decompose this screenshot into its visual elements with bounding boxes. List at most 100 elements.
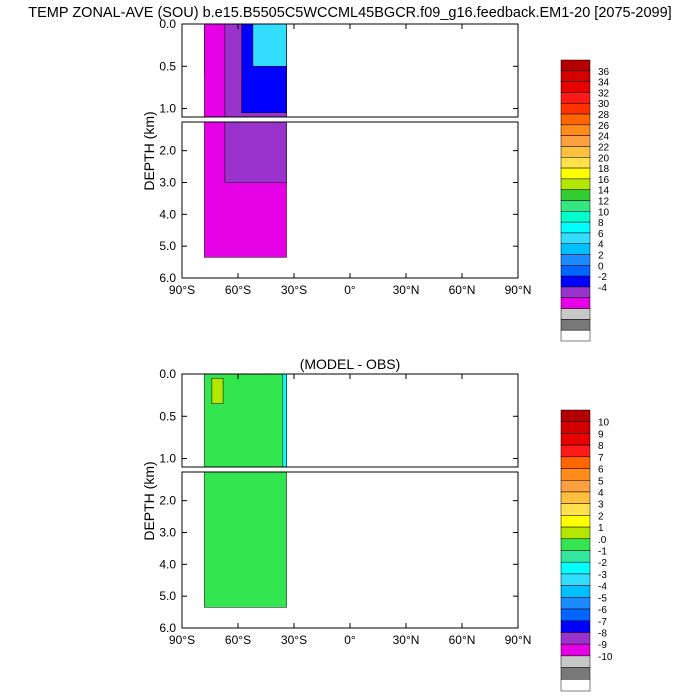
- colorbar-label: 18: [598, 164, 610, 175]
- colorbar-label: 5: [598, 476, 604, 487]
- colorbar-swatch: [560, 319, 591, 331]
- contour-region: [224, 122, 287, 183]
- colorbar-label: 4: [598, 240, 604, 251]
- colorbar-label: -3: [598, 570, 607, 581]
- colorbar-swatch: [560, 667, 591, 680]
- colorbar-swatch: [560, 92, 591, 104]
- x-tick-label: 0°: [344, 633, 356, 647]
- colorbar-swatch: [560, 433, 591, 446]
- panel-temperature: 90°S 60°S 30°S 0° 30°N 60°N 90°N 0.0 0.5 1.0 2.0 3.…: [141, 17, 610, 342]
- colorbar-swatch: [560, 275, 591, 288]
- colorbar-label: .0: [598, 535, 607, 546]
- y-tick-label: 5.0: [159, 239, 176, 253]
- colorbar-label: 12: [598, 197, 610, 208]
- colorbar-label: 20: [598, 153, 610, 164]
- colorbar-swatch: [560, 102, 591, 115]
- colorbar-swatch: [560, 113, 591, 126]
- contour-region: [282, 374, 287, 467]
- x-tick-label: 30°S: [281, 633, 307, 647]
- colorbar-swatch: [560, 503, 591, 516]
- colorbar-swatch: [560, 211, 591, 223]
- contour-fill-upper: [204, 24, 287, 117]
- colorbar-swatch: [560, 124, 591, 136]
- colorbar-swatch: [560, 308, 591, 320]
- colorbar-swatch: [560, 491, 591, 504]
- colorbar-swatch: [560, 643, 591, 657]
- x-tick-label: 60°S: [225, 633, 251, 647]
- colorbar-swatch: [560, 329, 591, 342]
- x-tick-label: 30°S: [281, 283, 307, 297]
- colorbar-label: 10: [598, 207, 610, 218]
- colorbar-swatch: [560, 200, 591, 212]
- contour-fill-lower: [204, 122, 287, 258]
- colorbar-swatch: [560, 655, 591, 668]
- colorbar-label: 4: [598, 488, 604, 499]
- colorbar-label: 14: [598, 186, 610, 197]
- colorbar-label: 0: [598, 261, 604, 272]
- y-tick-label: 0.5: [159, 59, 176, 73]
- colorbar-swatch: [560, 573, 591, 586]
- colorbar-swatch: [560, 189, 591, 201]
- colorbar-swatch: [560, 297, 591, 309]
- colorbar-swatch: [560, 620, 591, 633]
- x-tick-label: 30°N: [393, 633, 420, 647]
- colorbar-swatch: [560, 146, 591, 158]
- colorbar-swatch: [560, 232, 591, 244]
- colorbar-label: 34: [598, 78, 610, 89]
- colorbar-label: 36: [598, 67, 610, 78]
- colorbar-label: -4: [598, 582, 607, 593]
- colorbar-swatch: [560, 254, 591, 266]
- colorbar-label: -4: [598, 283, 607, 294]
- colorbar-swatch: [560, 265, 591, 277]
- colorbar-swatch: [560, 81, 591, 93]
- panel-title: (MODEL - OBS): [300, 356, 401, 372]
- colorbar-label: 32: [598, 88, 610, 99]
- y-axis-label: DEPTH (km): [141, 111, 157, 190]
- colorbar-swatch: [560, 597, 591, 610]
- colorbar-swatch: [560, 632, 591, 645]
- y-tick-label: 6.0: [159, 621, 176, 635]
- colorbar-label: -6: [598, 605, 607, 616]
- colorbar-swatch: [560, 550, 591, 563]
- y-tick-label: 4.0: [159, 207, 176, 221]
- colorbar-label: -5: [598, 593, 607, 604]
- colorbar-swatch: [560, 59, 591, 72]
- colorbar-swatch: [560, 409, 591, 422]
- colorbar-swatch: [560, 157, 591, 169]
- colorbar-swatch: [560, 286, 591, 299]
- colorbar-swatch: [560, 561, 591, 575]
- colorbar-label: 16: [598, 175, 610, 186]
- colorbar-swatch: [560, 608, 591, 622]
- contour-region: [204, 472, 287, 608]
- y-tick-label: 6.0: [159, 271, 176, 285]
- colorbar-swatch: [560, 456, 591, 469]
- colorbar-label: 6: [598, 229, 604, 240]
- y-tick-label: 3.0: [159, 525, 176, 539]
- colorbar-label: 8: [598, 218, 604, 229]
- colorbar-label: -2: [598, 558, 607, 569]
- x-tick-label: 60°N: [449, 633, 476, 647]
- colorbar-label: -7: [598, 617, 607, 628]
- colorbar-swatch: [560, 515, 591, 528]
- colorbar-label: 2: [598, 251, 604, 262]
- colorbar-label: 28: [598, 110, 610, 121]
- x-tick-label: 0°: [344, 283, 356, 297]
- colorbar-label: 6: [598, 465, 604, 476]
- y-tick-label: 1.0: [159, 452, 176, 466]
- colorbar-label: 24: [598, 132, 610, 143]
- colorbar-swatch: [560, 135, 591, 147]
- colorbar-label: 7: [598, 453, 604, 464]
- colorbar-label: 1: [598, 523, 604, 534]
- colorbar-label: 2: [598, 511, 604, 522]
- y-tick-label: 1.0: [159, 102, 176, 116]
- y-tick-label: 3.0: [159, 175, 176, 189]
- colorbar-label: -2: [598, 272, 607, 283]
- contour-region: [211, 377, 224, 404]
- colorbar-label: 10: [598, 418, 610, 429]
- colorbar-swatch: [560, 480, 591, 493]
- colorbar-swatch: [560, 167, 591, 180]
- colorbar-swatch: [560, 538, 591, 551]
- colorbar-swatch: [560, 585, 591, 598]
